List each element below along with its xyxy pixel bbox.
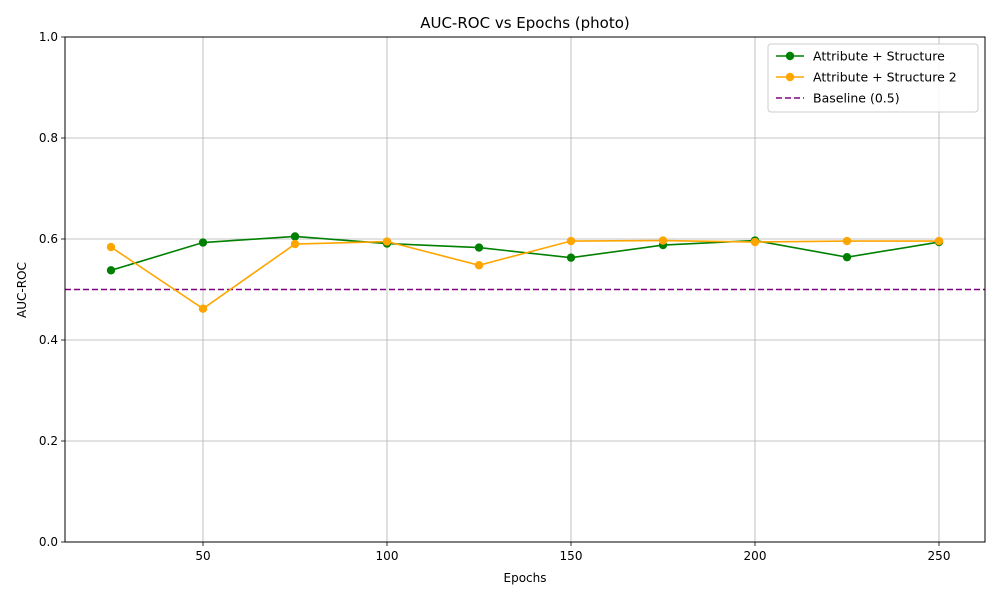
x-tick-label: 250 <box>928 549 951 563</box>
legend-box <box>767 43 979 113</box>
legend-marker <box>785 51 795 61</box>
legend-label: Attribute + Structure 2 <box>813 70 957 85</box>
data-point <box>290 239 300 249</box>
series-layer <box>106 232 944 313</box>
legend-label: Baseline (0.5) <box>813 91 900 106</box>
x-tick-label: 200 <box>744 549 767 563</box>
data-point <box>658 236 668 245</box>
data-point <box>842 236 852 246</box>
plot-frame <box>64 36 986 543</box>
data-point <box>290 232 300 241</box>
y-tick-label: 0.4 <box>39 333 58 347</box>
data-point <box>106 242 116 252</box>
series-2 <box>106 236 944 313</box>
data-point <box>474 261 484 270</box>
y-tick-label: 0.2 <box>39 434 58 448</box>
data-point <box>842 252 852 262</box>
ticks: 50 100 150 200 250 0.0 0.2 0.4 0.6 0.8 1.0 <box>39 30 951 563</box>
data-point <box>566 236 576 246</box>
data-point <box>198 304 208 313</box>
data-point <box>106 266 116 275</box>
series-line <box>110 239 939 310</box>
data-point <box>934 236 944 246</box>
y-tick-label: 1.0 <box>39 30 58 44</box>
chart-title: AUC-ROC vs Epochs (photo) <box>420 14 630 32</box>
y-tick-label: 0.8 <box>39 131 58 145</box>
legend-item: Attribute + Structure <box>776 49 945 64</box>
x-axis-label: Epochs <box>504 571 547 585</box>
legend-label: Attribute + Structure <box>813 49 945 64</box>
x-tick-label: 100 <box>376 549 399 563</box>
data-point <box>566 253 576 262</box>
legend-item: Attribute + Structure 2 <box>776 70 957 85</box>
x-tick-label: 150 <box>560 549 583 563</box>
data-point <box>382 237 392 246</box>
data-point <box>750 237 760 247</box>
y-tick-label: 0.0 <box>39 535 58 549</box>
legend: Attribute + Structure Attribute + Structu… <box>767 43 979 113</box>
x-tick-label: 50 <box>195 549 210 563</box>
legend-marker <box>785 72 795 82</box>
legend-item: Baseline (0.5) <box>776 91 900 106</box>
y-axis-label: AUC-ROC <box>15 262 29 318</box>
data-point <box>474 243 484 252</box>
data-point <box>198 238 208 247</box>
y-tick-label: 0.6 <box>39 232 58 246</box>
